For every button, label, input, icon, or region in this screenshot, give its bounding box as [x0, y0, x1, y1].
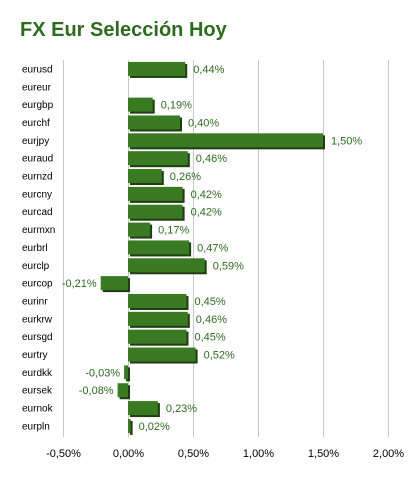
value-labels: 0,44% 0,19% 0,40% 1,50% 0,46% 0,26% 0,42% 0,42%… [62, 64, 363, 433]
category-label: eurcad [22, 207, 53, 218]
x-tick-label: 1,50% [308, 448, 339, 460]
category-label: eurpln [22, 421, 50, 432]
bar [128, 204, 183, 219]
bar [128, 311, 188, 326]
category-label: eurnzd [22, 172, 53, 183]
category-label: eursek [22, 386, 53, 397]
value-label: 0,40% [188, 117, 219, 129]
value-label: 0,45% [195, 296, 226, 308]
value-label: 0,52% [204, 350, 235, 362]
x-axis-ticks: -0,50% 0,00% 0,50% 1,00% 1,50% 2,00% [46, 448, 404, 460]
category-label: eursgd [22, 332, 53, 343]
category-label: eurtry [22, 350, 48, 361]
bar [117, 383, 128, 398]
x-tick-label: -0,50% [46, 448, 81, 460]
value-label: 0,02% [139, 421, 170, 433]
x-tick-label: 2,00% [373, 448, 404, 460]
category-label: eurdkk [22, 368, 53, 379]
bar [128, 258, 205, 273]
bar-shadow [130, 420, 133, 435]
category-label: eurcny [22, 189, 52, 200]
category-label: eurnok [22, 404, 54, 415]
value-label: 0,46% [196, 314, 227, 326]
bar [128, 418, 131, 433]
category-label: eurkrw [22, 314, 53, 325]
bar [128, 133, 323, 148]
value-label: 0,26% [170, 171, 201, 183]
value-label: 1,50% [331, 135, 362, 147]
value-label: 0,59% [213, 260, 244, 272]
chart-title: FX Eur Selección Hoy [20, 19, 227, 41]
bar [124, 365, 128, 380]
bar [128, 293, 187, 308]
value-label: 0,17% [158, 225, 189, 237]
category-label: eurjpy [22, 136, 49, 147]
category-label: eurchf [22, 118, 50, 129]
x-tick-label: 0,00% [113, 448, 144, 460]
bar [128, 329, 187, 344]
category-label: euraud [22, 154, 53, 165]
x-tick-label: 0,50% [178, 448, 209, 460]
category-label: eurclp [22, 261, 50, 272]
value-label: -0,03% [85, 367, 120, 379]
bars [100, 61, 325, 435]
bar [100, 276, 128, 291]
value-label: 0,42% [191, 207, 222, 219]
category-label: eurmxn [22, 225, 55, 236]
category-label: eureur [22, 82, 52, 93]
category-label: eurcop [22, 279, 53, 290]
bar [128, 115, 180, 130]
value-label: 0,19% [161, 100, 192, 112]
bar-shadow [126, 367, 130, 382]
category-label: eurgbp [22, 100, 54, 111]
value-label: -0,08% [79, 385, 114, 397]
category-label: eurusd [22, 64, 53, 75]
bar [128, 347, 196, 362]
bar [128, 186, 183, 201]
bar [128, 401, 158, 416]
value-label: 0,23% [166, 403, 197, 415]
bar [128, 97, 153, 112]
value-label: 0,42% [191, 189, 222, 201]
value-label: 0,44% [193, 64, 224, 76]
value-label: -0,21% [62, 278, 97, 290]
value-label: 0,45% [195, 332, 226, 344]
bar [128, 151, 188, 166]
category-labels: eurusd eureur eurgbp eurchf eurjpy euraud eurn… [22, 64, 55, 432]
bar [128, 222, 151, 237]
category-label: eurinr [22, 296, 48, 307]
value-label: 0,46% [196, 153, 227, 165]
bar [128, 169, 162, 184]
value-label: 0,47% [197, 242, 228, 254]
bar [128, 61, 186, 76]
category-label: eurbrl [22, 243, 48, 254]
bar [128, 240, 190, 255]
x-tick-label: 1,00% [243, 448, 274, 460]
